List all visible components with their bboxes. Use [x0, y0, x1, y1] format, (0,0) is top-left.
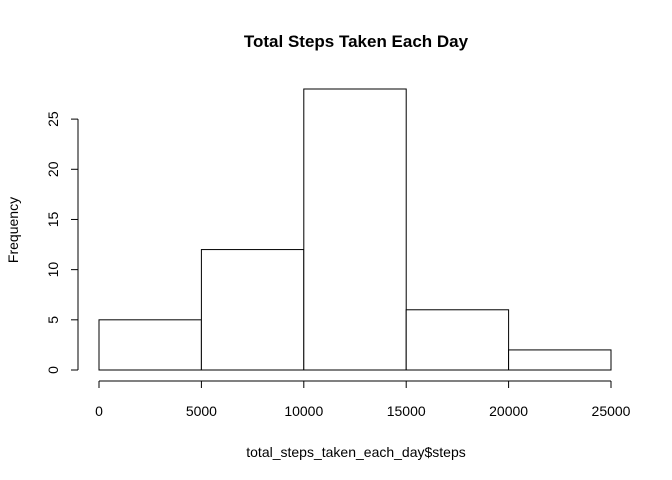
- histogram-bar-3: [405, 309, 510, 371]
- histogram-bar-2: [303, 88, 407, 371]
- x-tick-label-0: 0: [95, 403, 103, 419]
- histogram-bar-0: [98, 319, 202, 371]
- y-axis: 0 5 10 15 20 25: [45, 111, 79, 374]
- x-axis: 0 5000 10000 15000 20000 25000: [95, 380, 631, 419]
- y-tick-label-0: 0: [45, 366, 61, 374]
- x-tick-label-3: 15000: [387, 403, 426, 419]
- y-tick-label-2: 10: [45, 262, 61, 278]
- bars-group: [98, 88, 612, 371]
- histogram-bar-4: [508, 349, 612, 371]
- histogram-bar-1: [200, 249, 305, 371]
- y-tick-label-1: 5: [45, 316, 61, 324]
- x-tick-label-1: 5000: [186, 403, 217, 419]
- y-tick-label-5: 25: [45, 111, 61, 127]
- x-tick-label-5: 25000: [592, 403, 631, 419]
- x-axis-label: total_steps_taken_each_day$steps: [246, 444, 466, 460]
- x-tick-label-4: 20000: [489, 403, 528, 419]
- y-tick-label-3: 15: [45, 211, 61, 227]
- y-tick-label-4: 20: [45, 161, 61, 177]
- x-tick-label-2: 10000: [284, 403, 323, 419]
- y-axis-label: Frequency: [5, 197, 21, 263]
- chart-title: Total Steps Taken Each Day: [244, 32, 469, 51]
